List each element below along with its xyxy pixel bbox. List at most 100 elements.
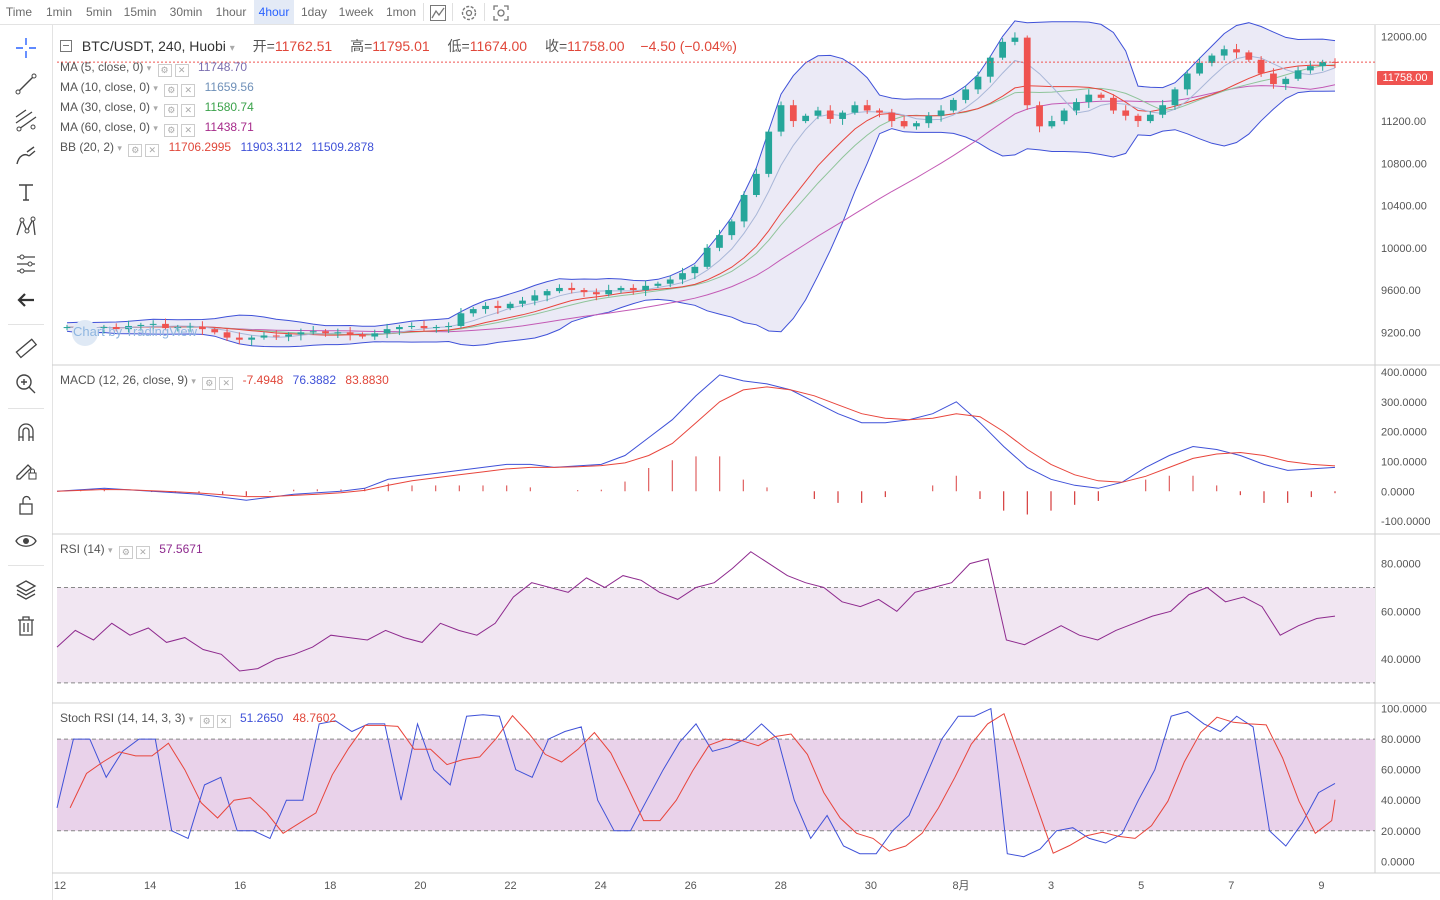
- candle-body: [1060, 110, 1068, 122]
- chevron-down-icon[interactable]: ▾: [153, 123, 158, 133]
- indicator-name: MACD (12, 26, close, 9): [60, 373, 189, 387]
- settings-icon[interactable]: [459, 3, 479, 23]
- tf-15min[interactable]: 15min: [123, 5, 157, 19]
- candle-body: [1097, 94, 1105, 98]
- legend-ma60[interactable]: MA (60, close, 0) ▾ ⚙ ✕ 11438.71: [60, 120, 254, 137]
- tf-4hour[interactable]: 4hour: [254, 0, 294, 24]
- legend-ma5[interactable]: MA (5, close, 0) ▾ ⚙ ✕ 11748.70: [60, 60, 247, 77]
- tf-30min[interactable]: 30min: [169, 5, 203, 19]
- candle-body: [211, 329, 219, 333]
- candle-body: [223, 332, 231, 338]
- legend-macd[interactable]: MACD (12, 26, close, 9) ▾ ⚙ ✕ -7.4948 76.…: [60, 373, 389, 390]
- legend-ma30[interactable]: MA (30, close, 0) ▾ ⚙ ✕ 11580.74: [60, 100, 254, 117]
- chevron-down-icon[interactable]: ▾: [191, 376, 196, 386]
- time-tick-label: 7: [1228, 880, 1234, 892]
- candle-body: [1220, 49, 1228, 56]
- magnet-icon[interactable]: [13, 420, 39, 446]
- candle-body: [900, 121, 908, 127]
- tf-1day[interactable]: 1day: [300, 5, 328, 19]
- time-tick-label: 30: [865, 880, 877, 892]
- chart-style-icon[interactable]: [428, 3, 448, 23]
- bollinger-band-fill: [67, 20, 1335, 347]
- time-tick-label: 5: [1138, 880, 1144, 892]
- stoch-band-fill: [57, 739, 1375, 831]
- indicator-name: MA (10, close, 0): [60, 80, 151, 94]
- eye-icon[interactable]: [13, 528, 39, 554]
- prediction-icon[interactable]: [13, 251, 39, 277]
- tf-time[interactable]: Time: [5, 5, 33, 19]
- candle-body: [999, 41, 1006, 58]
- settings-icon[interactable]: ⚙: [157, 64, 172, 77]
- macd-tick-label: -100.0000: [1381, 516, 1431, 528]
- close-icon[interactable]: ✕: [181, 84, 196, 97]
- close-icon[interactable]: ✕: [174, 64, 189, 77]
- legend-ma10[interactable]: MA (10, close, 0) ▾ ⚙ ✕ 11659.56: [60, 80, 254, 97]
- candle-body: [272, 335, 280, 337]
- trash-icon[interactable]: [13, 613, 39, 639]
- chevron-down-icon[interactable]: ▾: [188, 714, 194, 724]
- stoch-tick-label: 100.0000: [1381, 704, 1427, 716]
- legend-bb[interactable]: BB (20, 2) ▾ ⚙ ✕ 11706.2995 11903.3112 11…: [60, 140, 374, 157]
- close-icon[interactable]: ✕: [181, 104, 196, 117]
- candle-body: [629, 287, 637, 291]
- fib-icon[interactable]: [13, 107, 39, 133]
- zoom-in-icon[interactable]: [13, 371, 39, 397]
- candle-body: [937, 110, 945, 116]
- chevron-down-icon[interactable]: ▾: [153, 83, 158, 93]
- price-tick-label: 11200.00: [1381, 116, 1426, 128]
- close-icon[interactable]: ✕: [219, 377, 234, 390]
- trend-line-icon[interactable]: [13, 71, 39, 97]
- text-icon[interactable]: [13, 179, 39, 205]
- candle-body: [137, 324, 145, 326]
- candle-body: [1011, 37, 1019, 42]
- settings-icon[interactable]: ⚙: [164, 124, 179, 137]
- settings-icon[interactable]: ⚙: [202, 377, 217, 390]
- crosshair-icon[interactable]: [13, 35, 39, 61]
- close-icon[interactable]: ✕: [135, 546, 150, 559]
- settings-icon[interactable]: ⚙: [128, 144, 143, 157]
- tf-1week[interactable]: 1week: [338, 5, 374, 19]
- tf-5min[interactable]: 5min: [85, 5, 112, 19]
- chevron-down-icon[interactable]: ▾: [153, 103, 158, 113]
- candle-body: [285, 334, 292, 337]
- back-arrow-icon[interactable]: [13, 287, 39, 313]
- rsi-tick-label: 60.0000: [1381, 606, 1421, 618]
- legend-rsi[interactable]: RSI (14) ▾ ⚙ ✕ 57.5671: [60, 542, 203, 559]
- tf-1min[interactable]: 1min: [45, 5, 72, 19]
- candle-body: [162, 323, 169, 329]
- settings-icon[interactable]: ⚙: [199, 715, 214, 728]
- ruler-icon[interactable]: [13, 335, 39, 361]
- chevron-down-icon[interactable]: ▾: [117, 143, 122, 153]
- settings-icon[interactable]: ⚙: [118, 546, 133, 559]
- tf-1mon[interactable]: 1mon: [385, 5, 417, 19]
- layers-icon[interactable]: [13, 577, 39, 603]
- tradingview-logo: [72, 320, 98, 346]
- rsi-value: 57.5671: [159, 542, 203, 556]
- settings-icon[interactable]: ⚙: [164, 84, 179, 97]
- stoch-k-line: [56, 707, 1336, 858]
- candle-body: [703, 247, 711, 267]
- unlock-icon[interactable]: [13, 492, 39, 518]
- brush-icon[interactable]: [13, 143, 39, 169]
- candle-body: [839, 112, 846, 119]
- pattern-icon[interactable]: [13, 215, 39, 241]
- candle-body: [543, 291, 551, 296]
- close-icon[interactable]: ✕: [181, 124, 196, 137]
- candle-body: [592, 292, 600, 295]
- screenshot-icon[interactable]: [491, 3, 511, 23]
- chevron-down-icon[interactable]: ▾: [229, 43, 235, 54]
- symbol-title[interactable]: BTC/USDT, 240, Huobi: [81, 38, 226, 54]
- close-icon[interactable]: ✕: [145, 144, 160, 157]
- chevron-down-icon[interactable]: ▾: [108, 545, 113, 555]
- close-icon[interactable]: ✕: [216, 715, 231, 728]
- collapse-icon[interactable]: [60, 40, 72, 52]
- chevron-down-icon[interactable]: ▾: [146, 63, 152, 73]
- legend-stoch-rsi[interactable]: Stoch RSI (14, 14, 3, 3) ▾ ⚙ ✕ 51.2650 48…: [60, 711, 336, 728]
- candle-body: [248, 337, 256, 340]
- candle-body: [1196, 62, 1203, 74]
- lock-drawing-icon[interactable]: [13, 456, 39, 482]
- tf-1hour[interactable]: 1hour: [215, 5, 247, 19]
- candle-body: [174, 327, 182, 329]
- settings-icon[interactable]: ⚙: [164, 104, 179, 117]
